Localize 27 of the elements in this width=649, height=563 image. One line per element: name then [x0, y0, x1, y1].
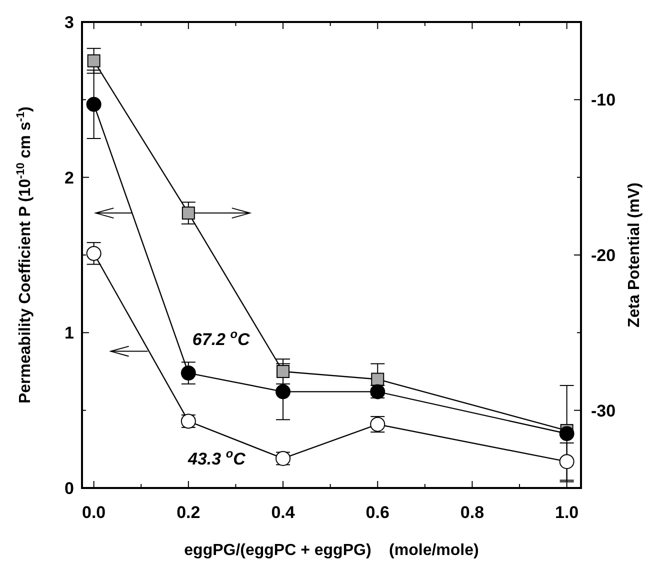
- point: [87, 54, 100, 68]
- point: [371, 372, 384, 386]
- series-label: 43.3 $^{o}$C: [187, 446, 246, 468]
- point: [559, 454, 574, 470]
- y2-tick-label: -10: [591, 90, 616, 110]
- point: [182, 206, 195, 220]
- x-tick-label: 0.4: [271, 503, 296, 522]
- y2-tick-label: -30: [591, 401, 616, 420]
- x-tick-label: 0.0: [82, 503, 106, 522]
- y2-tick-label: -20: [591, 246, 616, 265]
- x-tick-label: 1.0: [554, 503, 579, 522]
- point: [276, 384, 291, 400]
- x-tick-label: 0.2: [176, 503, 200, 522]
- point: [559, 426, 574, 442]
- x-tick-label: 0.6: [366, 503, 390, 522]
- y-tick-label: 3: [64, 13, 74, 32]
- point: [180, 366, 196, 381]
- point: [276, 365, 290, 378]
- point: [86, 246, 102, 261]
- x-axis-title: eggPG/(eggPC + eggPG) (mole/mole): [184, 542, 479, 559]
- point: [86, 96, 102, 112]
- y-tick-label: 2: [64, 168, 74, 188]
- series-label: 67.2 $^{o}$C: [192, 327, 250, 350]
- x-tick-label: 0.8: [460, 503, 484, 522]
- y-tick-label: 0: [64, 479, 74, 498]
- y2-axis-title: Zeta Potential (mV): [626, 182, 643, 328]
- y-tick-label: 1: [64, 324, 74, 343]
